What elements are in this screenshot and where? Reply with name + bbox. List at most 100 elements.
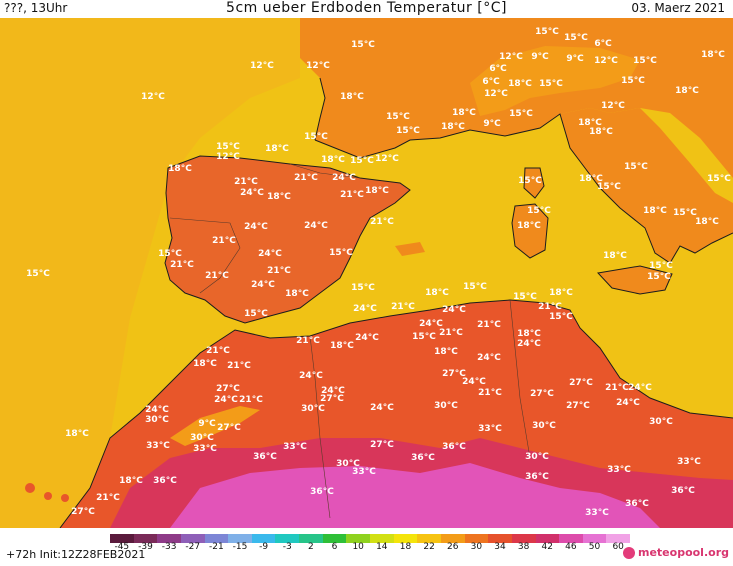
scale-swatch [464, 534, 489, 543]
temperature-label: 21°C [477, 320, 501, 330]
temperature-label: 15°C [304, 132, 328, 142]
temperature-label: 24°C [616, 398, 640, 408]
temperature-label: 24°C [299, 371, 323, 381]
scale-tick-label: -9 [259, 542, 269, 552]
brand-logo[interactable]: meteopool.org [623, 546, 729, 559]
temperature-label: 18°C [168, 164, 192, 174]
temperature-label: 12°C [375, 154, 399, 164]
temperature-label: 24°C [355, 333, 379, 343]
temperature-label: 33°C [677, 457, 701, 467]
temperature-label: 12°C [250, 61, 274, 71]
forecast-date: 03. Maerz 2021 [631, 1, 725, 15]
meteopool-logo-icon [623, 546, 635, 559]
morocco-algeria-border [309, 335, 331, 519]
temperature-label: 18°C [441, 122, 465, 132]
scale-swatch [346, 534, 371, 543]
temperature-label: 18°C [193, 359, 217, 369]
temperature-label: 33°C [283, 442, 307, 452]
scale-swatch [275, 534, 300, 543]
model-run-label: +72h Init:12Z28FEB2021 [6, 548, 146, 561]
temperature-label: 6°C [482, 77, 500, 87]
temperature-label: 12°C [594, 56, 618, 66]
temperature-label: 33°C [352, 467, 376, 477]
brand-name: meteopool.org [638, 546, 729, 559]
france-atlantic-coastline [314, 77, 326, 141]
scale-tick-label: -27 [185, 542, 201, 552]
temperature-label: 15°C [564, 33, 588, 43]
scale-tick-label: -33 [161, 542, 177, 552]
temperature-label: 30°C [649, 417, 673, 427]
temperature-label: 15°C [509, 109, 533, 119]
temperature-label: 21°C [605, 383, 629, 393]
temperature-label: 36°C [411, 453, 435, 463]
scale-tick-label: 18 [399, 542, 412, 552]
temperature-map: 12°C 12°C 12°C 15°C 18°C 15°C 15°C 18°C 18°C 15°C… [0, 18, 733, 528]
temperature-label: 15°C [549, 312, 573, 322]
temperature-label: 6°C [489, 64, 507, 74]
temperature-label: 18°C [365, 186, 389, 196]
temperature-label: 18°C [589, 127, 613, 137]
temperature-label: 9°C [483, 119, 501, 129]
temperature-label: 12°C [306, 61, 330, 71]
temperature-label: 15°C [351, 283, 375, 293]
scale-swatch [322, 534, 347, 543]
sardinia-coastline [511, 203, 549, 259]
temperature-label: 30°C [532, 421, 556, 431]
temperature-label: 18°C [517, 329, 541, 339]
temperature-label: 18°C [643, 206, 667, 216]
temperature-label: 18°C [603, 251, 627, 261]
scale-tick-label: -39 [138, 542, 153, 552]
temperature-label: 15°C [624, 162, 648, 172]
temperature-label: 15°C [386, 112, 410, 122]
temperature-label: 18°C [265, 144, 289, 154]
temperature-label: 21°C [478, 388, 502, 398]
temperature-label: 36°C [442, 442, 466, 452]
temperature-label: 15°C [244, 309, 268, 319]
sahara-hot-zone [170, 463, 660, 528]
temperature-label: 24°C [442, 305, 466, 315]
scale-tick-label: 60 [612, 542, 624, 552]
scale-tick-label: 34 [494, 542, 506, 552]
temperature-label: 15°C [463, 282, 487, 292]
temperature-label: 15°C [518, 176, 542, 186]
temperature-label: 15°C [633, 56, 657, 66]
map-header: ???, 13Uhr 5cm ueber Erdboden Temperatur… [0, 0, 733, 18]
scale-swatch [393, 534, 418, 543]
scale-tick-label: 42 [541, 542, 553, 552]
temperature-label: 15°C [707, 174, 731, 184]
temperature-label: 27°C [569, 378, 593, 388]
temperature-label: 18°C [434, 347, 458, 357]
temperature-label: 12°C [601, 101, 625, 111]
temperature-labels: 12°C 12°C 12°C 15°C 18°C 15°C 15°C 18°C 18°C 15°C… [26, 27, 731, 518]
temperature-label: 24°C [370, 403, 394, 413]
temperature-label: 21°C [294, 173, 318, 183]
map-title: 5cm ueber Erdboden Temperatur [°C] [226, 0, 507, 16]
portugal-border [169, 217, 241, 294]
scale-tick-label: 50 [588, 542, 601, 552]
temperature-label: 15°C [216, 142, 240, 152]
north-med-coastline [314, 113, 733, 264]
scale-swatch [488, 534, 512, 543]
canary-island [25, 483, 35, 493]
pyrenees-border [289, 163, 361, 179]
temperature-label: 33°C [146, 441, 170, 451]
temperature-label: 21°C [212, 236, 236, 246]
temperature-label: 18°C [330, 341, 354, 351]
temperature-label: 15°C [396, 126, 420, 136]
temperature-label: 30°C [336, 459, 360, 469]
temperature-label: 21°C [370, 217, 394, 227]
scale-swatch [606, 534, 631, 543]
temperature-label: 18°C [285, 289, 309, 299]
scale-tick-label: 2 [308, 542, 314, 552]
temperature-label: 33°C [193, 444, 217, 454]
temperature-label: 30°C [190, 433, 214, 443]
color-scale-ticks: -45 -39 -33 -27 -21 -15 -9 -3 2 6 10 14 18 22 26 30 34 38… [110, 542, 630, 554]
temperature-label: 21°C [234, 177, 258, 187]
temperature-label: 21°C [239, 395, 263, 405]
temperature-label: 9°C [566, 54, 584, 64]
temperature-label: 24°C [353, 304, 377, 314]
temperature-label: 15°C [647, 272, 671, 282]
africa-coastline [59, 299, 733, 528]
temperature-label: 30°C [301, 404, 325, 414]
temperature-label: 12°C [141, 92, 165, 102]
